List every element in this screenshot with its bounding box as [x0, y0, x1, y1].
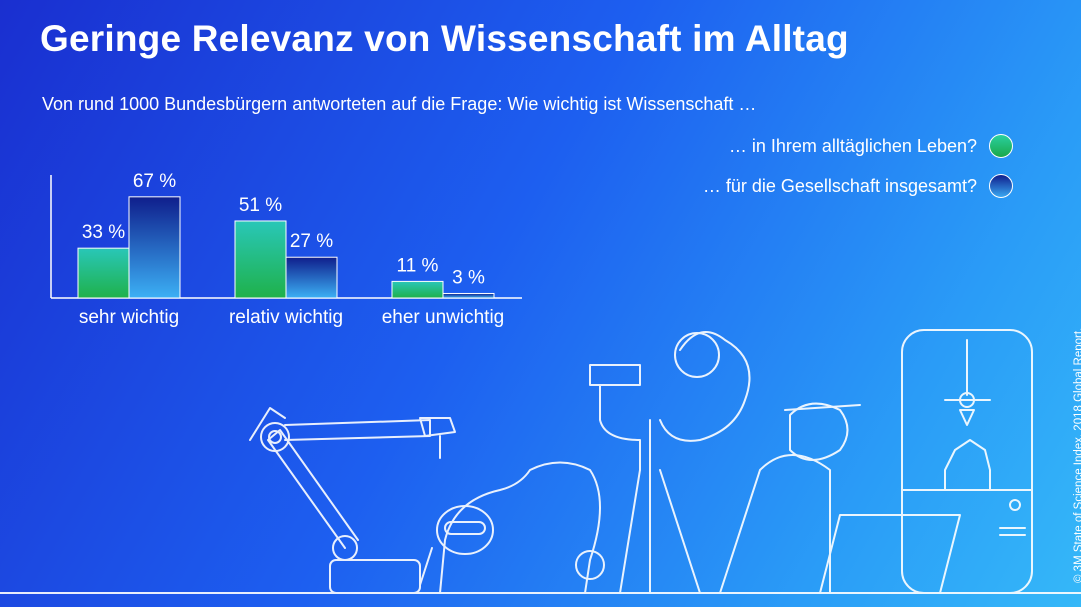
data-label-eher-unwichtig-series-0: 11 % — [397, 255, 439, 276]
data-label-eher-unwichtig-series-1: 3 % — [452, 267, 485, 288]
bar-sehr-wichtig-series-0 — [77, 247, 130, 299]
bar-relativ-wichtig-series-0 — [234, 220, 287, 299]
bar-chart: 33 % 67 % sehr wichtig 51 % 27 % relativ wich… — [50, 171, 522, 328]
data-label-relativ-wichtig-series-1: 27 % — [290, 231, 333, 252]
bar-eher-unwichtig-series-0 — [391, 280, 444, 299]
legend-label-daily-life: … in Ihrem alltäglichen Leben? — [728, 135, 977, 156]
data-label-sehr-wichtig-series-0: 33 % — [82, 222, 125, 243]
data-label-relativ-wichtig-series-0: 51 % — [239, 195, 282, 216]
scientist-woman-icon — [589, 331, 861, 594]
data-label-sehr-wichtig-series-1: 67 % — [133, 171, 176, 192]
robot-arm-icon — [249, 407, 456, 594]
legend-swatch-navy — [989, 174, 1013, 198]
chart-legend: … in Ihrem alltäglichen Leben? … für die… — [703, 132, 1013, 212]
laptop-icon — [819, 514, 961, 594]
bar-sehr-wichtig-series-1 — [128, 196, 181, 299]
source-credit: © 3M State of Science Index, 2018 Global… — [1073, 327, 1081, 583]
category-label-eher-unwichtig: eher unwichtig — [382, 307, 505, 328]
category-label-relativ-wichtig: relativ wichtig — [229, 307, 343, 328]
3d-printer-icon — [901, 329, 1033, 594]
category-label-sehr-wichtig: sehr wichtig — [79, 307, 179, 328]
legend-swatch-green — [989, 134, 1013, 158]
welder-person-icon — [419, 461, 605, 594]
legend-item-society: … für die Gesellschaft insgesamt? — [703, 172, 1013, 200]
chart-subtitle: Von rund 1000 Bundesbürgern antworteten … — [42, 94, 757, 114]
page-title: Geringe Relevanz von Wissenschaft im All… — [40, 18, 849, 59]
bar-relativ-wichtig-series-1 — [285, 256, 338, 299]
legend-item-daily-life: … in Ihrem alltäglichen Leben? — [703, 132, 1013, 160]
legend-label-society: … für die Gesellschaft insgesamt? — [702, 175, 977, 196]
bar-eher-unwichtig-series-1 — [442, 292, 495, 299]
